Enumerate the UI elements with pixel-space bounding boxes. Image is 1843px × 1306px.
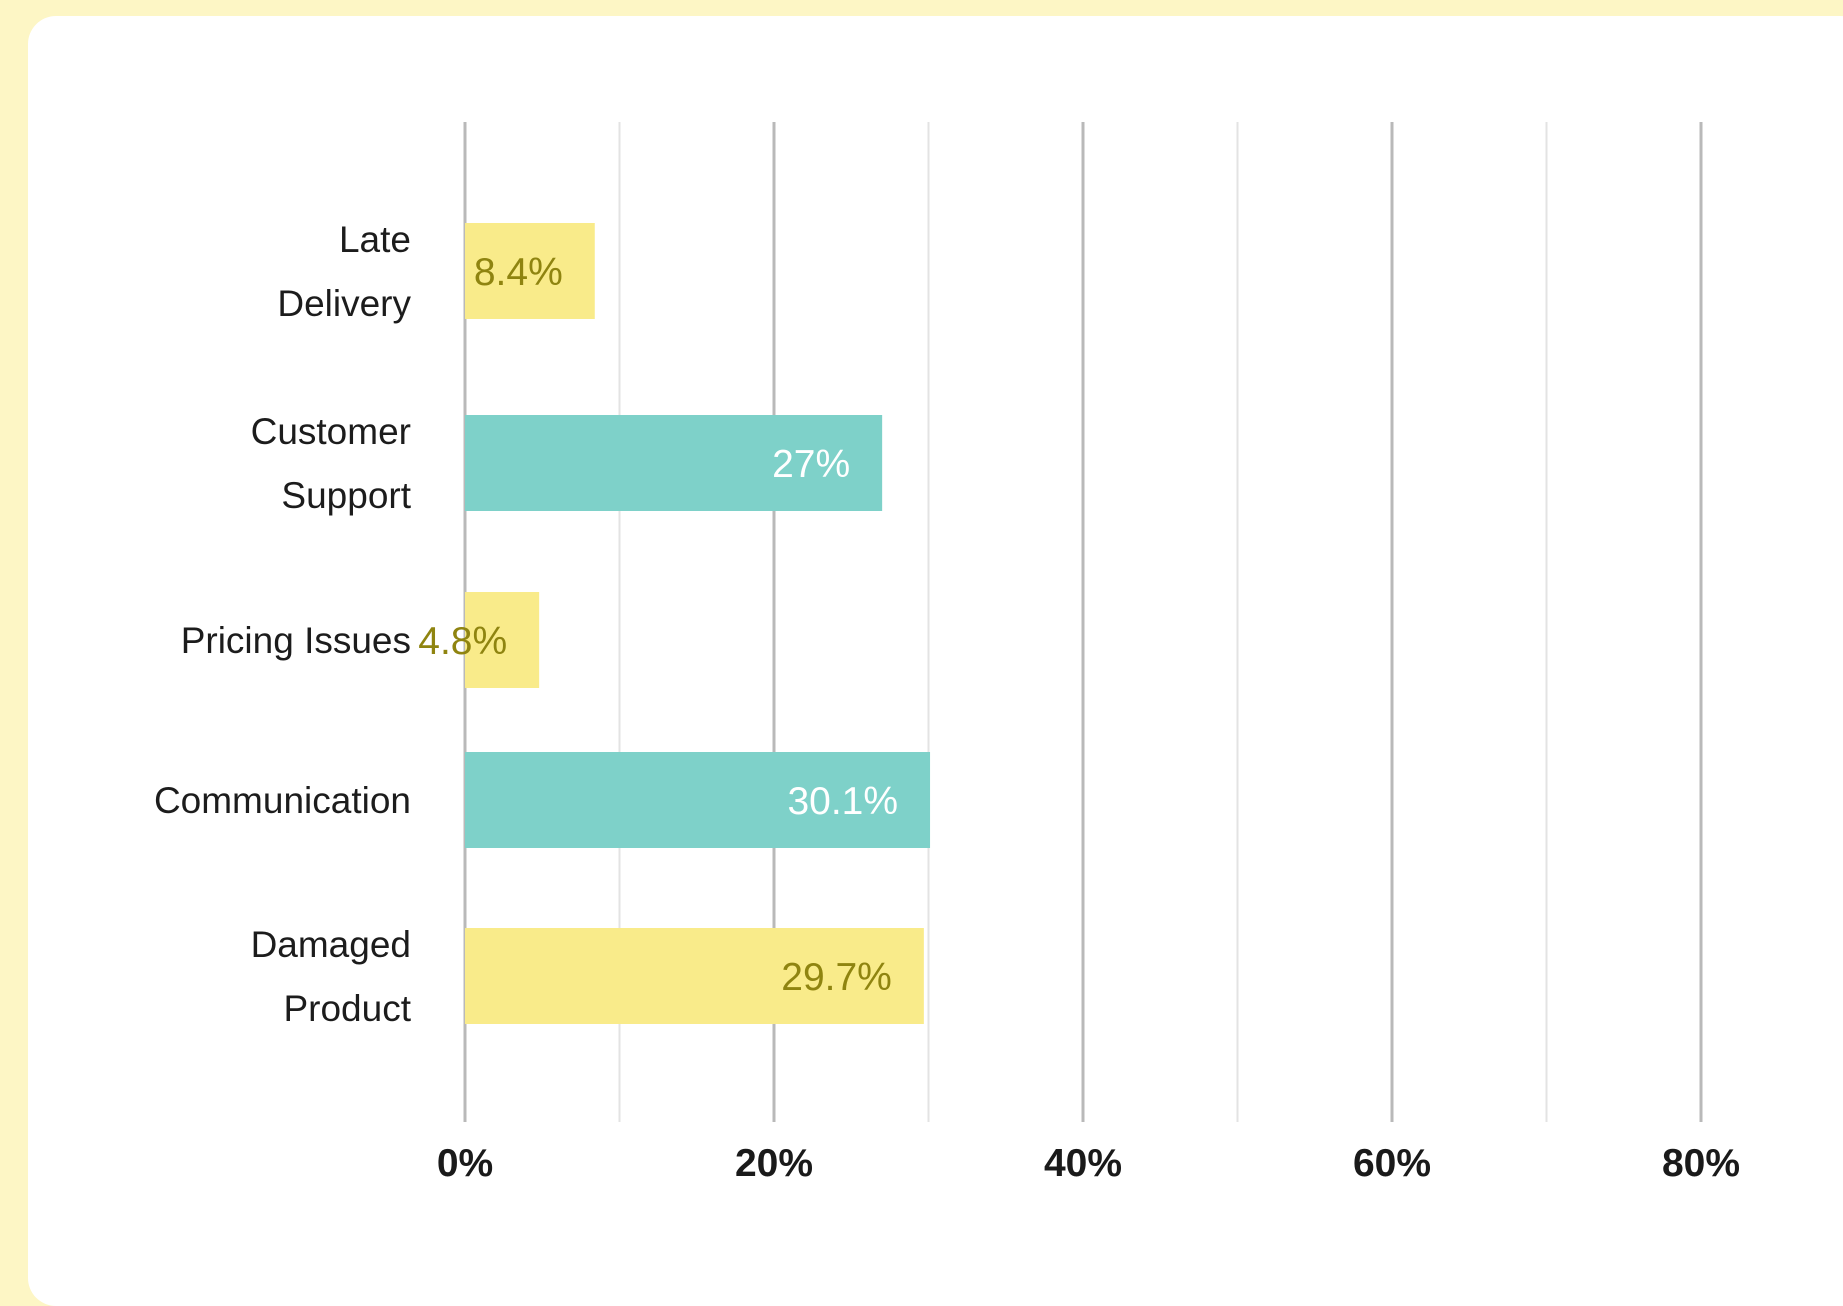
bar-value-label: 30.1% [787, 780, 898, 823]
bar [465, 415, 883, 511]
bar [465, 223, 595, 319]
category-label: Pricing Issues [181, 620, 411, 661]
x-tick-label: 0% [437, 1142, 493, 1185]
chart-card [28, 16, 1843, 1306]
bar-value-label: 4.8% [418, 620, 507, 663]
x-tick-label: 60% [1353, 1142, 1431, 1185]
category-label: Late [339, 219, 411, 260]
x-tick-label: 20% [735, 1142, 813, 1185]
label-layer: 0% 20% 40% 60% 80% 8.4% Late Delivery 27% Custome… [154, 219, 1740, 1185]
x-tick-label: 40% [1044, 1142, 1122, 1185]
category-label: Damaged [251, 924, 411, 965]
category-label: Product [283, 988, 411, 1029]
bar-layer [465, 223, 931, 1024]
category-label: Customer [251, 411, 411, 452]
category-label: Delivery [277, 283, 411, 324]
bar-value-label: 8.4% [474, 251, 563, 294]
category-label: Communication [154, 780, 411, 821]
bar [465, 752, 931, 848]
bar [465, 928, 924, 1024]
bar-value-label: 27% [772, 443, 850, 486]
x-tick-label: 80% [1662, 1142, 1740, 1185]
bar-value-label: 29.7% [781, 956, 892, 999]
category-label: Support [281, 475, 411, 516]
bar [465, 592, 540, 688]
